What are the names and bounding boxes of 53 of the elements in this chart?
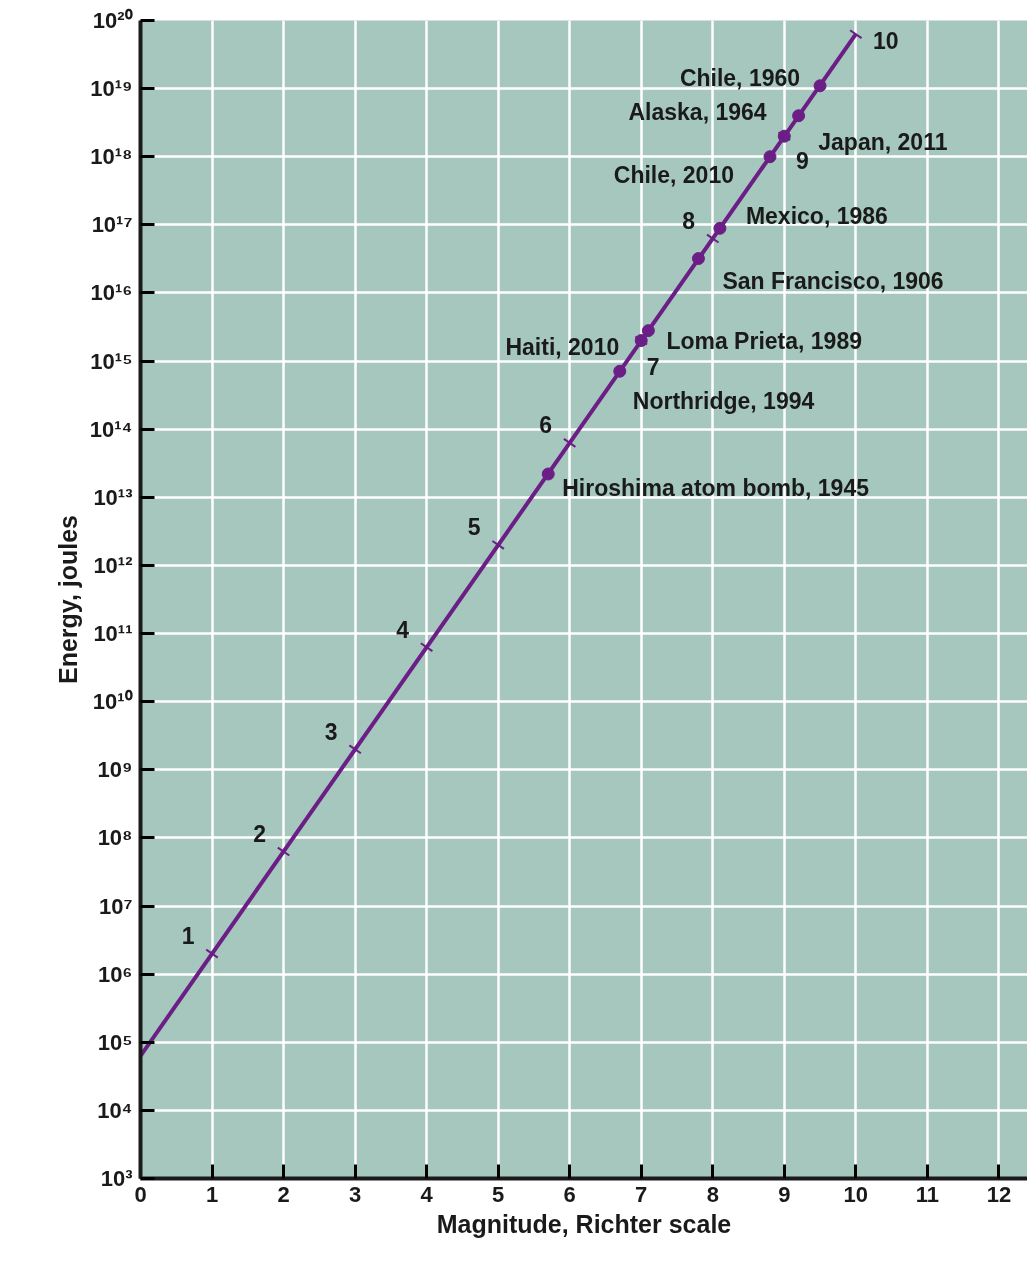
annotation: Hiroshima atom bomb, 1945 — [562, 475, 870, 501]
x-tick-label: 9 — [778, 1181, 791, 1207]
y-tick-label: 10¹⁸ — [90, 144, 133, 170]
y-tick-label: 10⁵ — [97, 1029, 133, 1055]
annotation: Mexico, 1986 — [745, 203, 888, 230]
x-tick-label: 4 — [420, 1181, 434, 1207]
annotation: Haiti, 2010 — [505, 333, 620, 360]
x-tick-label: 5 — [492, 1181, 505, 1207]
y-tick-label: 10¹¹ — [93, 621, 133, 647]
x-tick-label: 3 — [348, 1181, 362, 1207]
x-tick-label: 7 — [635, 1181, 648, 1207]
annotation: 1 — [181, 923, 195, 950]
annotation: Japan, 2011 — [818, 129, 948, 156]
annotation: 10 — [873, 27, 899, 54]
annotation: 4 — [396, 616, 410, 643]
x-tick-label: 1 — [205, 1181, 219, 1207]
y-tick-label: 10²⁰ — [92, 8, 133, 33]
y-tick-label: 10⁷ — [98, 893, 133, 919]
annotation: Northridge, 1994 — [632, 388, 815, 415]
x-tick-label: 2 — [277, 1181, 290, 1207]
annotation: 6 — [539, 412, 553, 439]
annotation: 9 — [795, 147, 809, 174]
annotation: 3 — [324, 718, 338, 745]
annotation: Chile, 1960 — [679, 64, 801, 91]
y-tick-label: 10⁹ — [97, 757, 133, 783]
y-tick-label: 10¹⁰ — [92, 689, 133, 715]
x-tick-label: 12 — [986, 1181, 1012, 1207]
y-tick-label: 10¹³ — [93, 484, 133, 510]
y-tick-label: 10¹⁹ — [90, 76, 133, 102]
y-tick-label: 10¹⁷ — [91, 212, 133, 238]
y-tick-label: 10³ — [100, 1166, 133, 1191]
annotation: Loma Prieta, 1989 — [666, 327, 862, 354]
annotation: 5 — [467, 514, 481, 541]
x-tick-label: 8 — [706, 1181, 719, 1207]
y-tick-label: 10⁶ — [97, 961, 133, 987]
y-tick-label: 10¹⁴ — [89, 416, 133, 442]
y-tick-label: 10¹⁵ — [90, 348, 133, 374]
annotation: Chile, 2010 — [613, 161, 734, 188]
x-tick-label: 10 — [843, 1181, 869, 1207]
x-tick-label: 6 — [563, 1181, 576, 1207]
x-tick-label: 11 — [915, 1181, 939, 1207]
annotation: San Francisco, 1906 — [722, 267, 944, 294]
y-tick-label: 10⁴ — [97, 1097, 133, 1123]
annotation: Alaska, 1964 — [628, 98, 767, 125]
y-tick-label: 10¹⁶ — [90, 280, 133, 306]
annotation: 8 — [682, 208, 696, 235]
annotation: 2 — [253, 821, 266, 848]
y-tick-label: 10¹² — [93, 552, 133, 578]
y-axis-title: Energy, joules — [53, 514, 82, 685]
y-tick-label: 10⁸ — [97, 825, 133, 851]
annotation: 7 — [646, 354, 660, 381]
x-axis-title: Magnitude, Richter scale — [436, 1209, 732, 1238]
x-tick-label: 0 — [134, 1181, 147, 1207]
